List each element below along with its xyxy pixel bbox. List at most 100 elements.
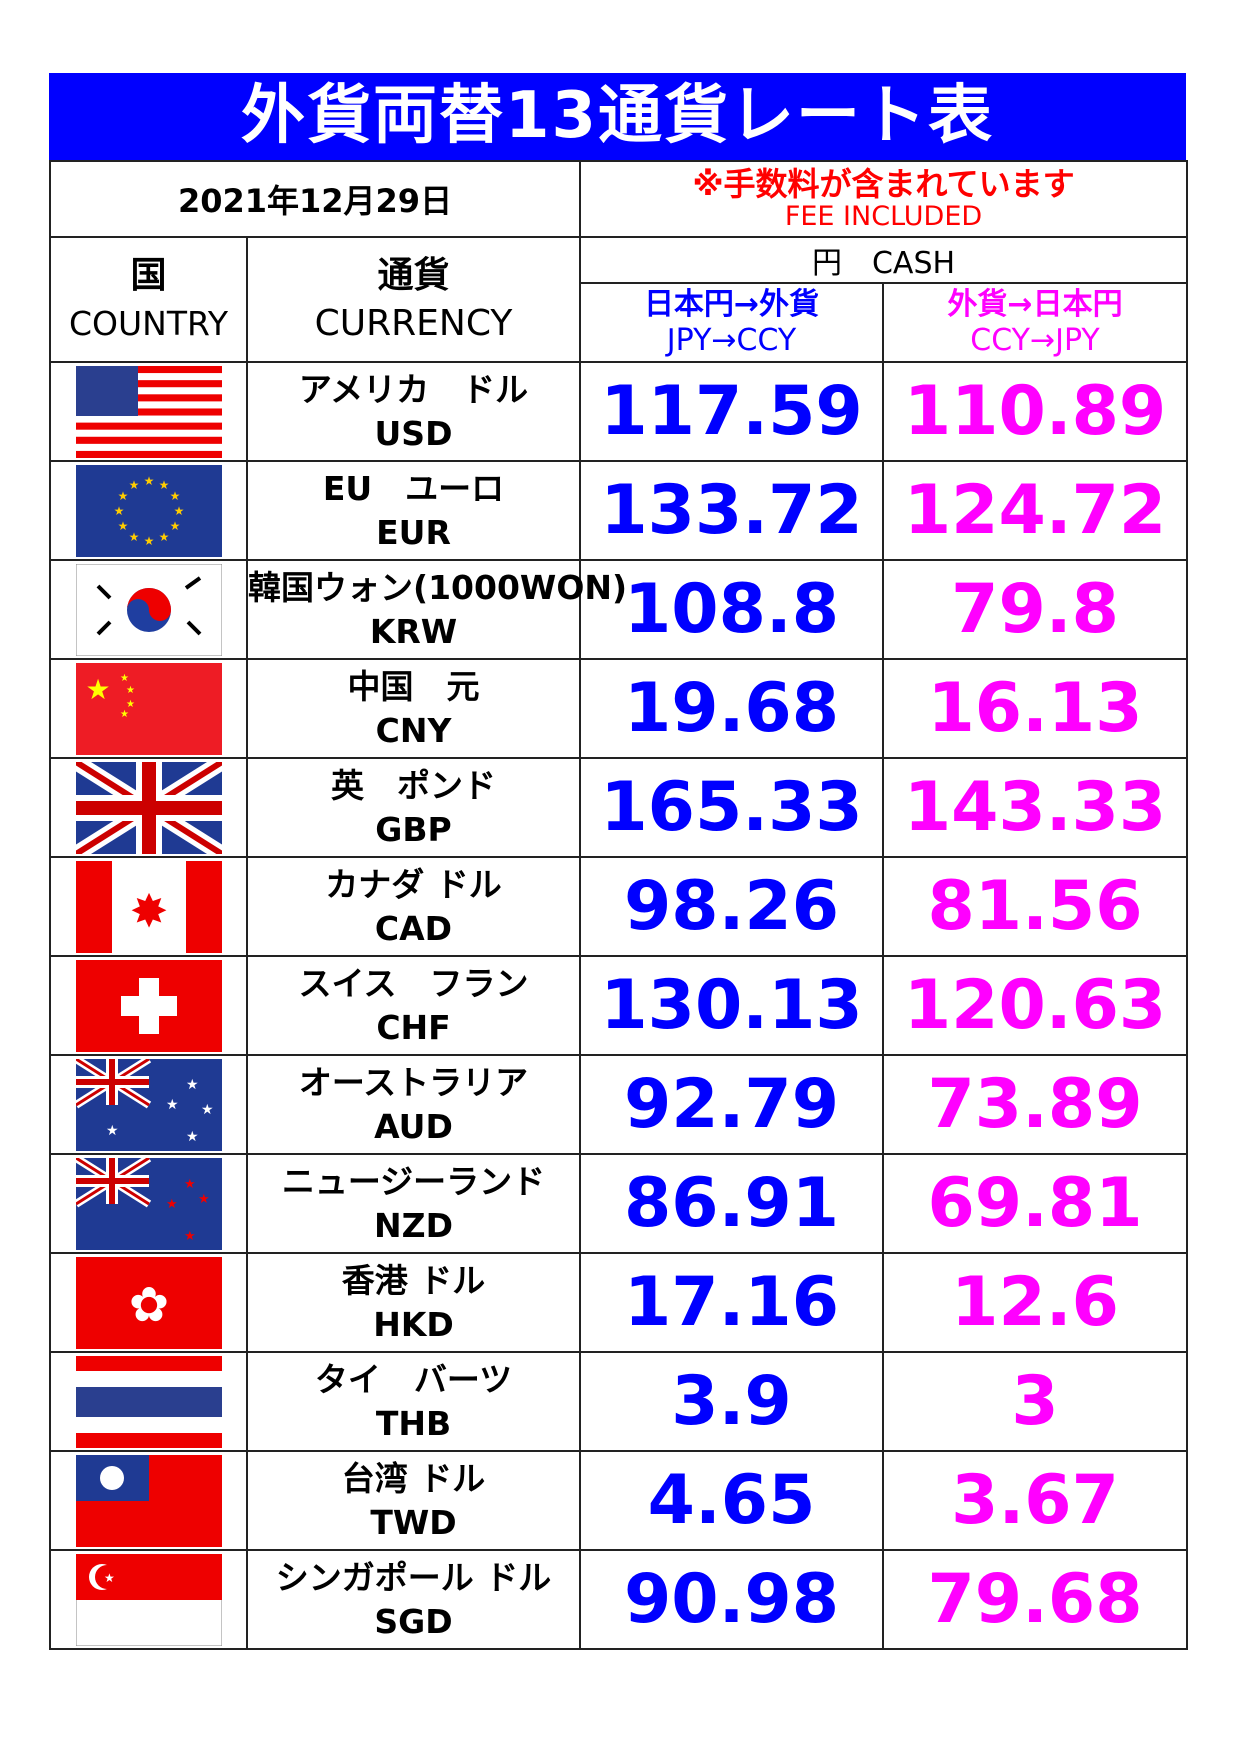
- currency-cell: カナダ ドル CAD: [245, 856, 582, 957]
- flag-cell: [49, 361, 248, 462]
- currency-code: THB: [375, 1403, 452, 1443]
- currency-code: KRW: [369, 611, 458, 651]
- taiwan-flag-icon: [75, 1454, 222, 1547]
- currency-code: HKD: [373, 1304, 454, 1344]
- sell-rate: 12.6: [882, 1252, 1189, 1353]
- country-header-en: COUNTRY: [69, 303, 228, 343]
- currency-name: 台湾 ドル: [341, 1458, 486, 1498]
- currency-code: TWD: [370, 1502, 457, 1542]
- sell-rate: 79.8: [882, 559, 1189, 660]
- svg-text:★: ★: [120, 709, 129, 720]
- buy-header: 日本円→外貨 JPY→CCY: [579, 282, 885, 363]
- svg-text:✸: ✸: [129, 884, 168, 938]
- page-title: 外貨両替13通貨レート表: [49, 73, 1186, 160]
- sell-rate: 3.67: [882, 1450, 1189, 1551]
- eu-flag-icon: ★★★★★★★★★ ★ ★★: [75, 464, 222, 557]
- currency-row: ★ ★ ★ ★ ★ 中国 元 CNY 19.68 16.13: [49, 658, 1189, 759]
- sell-header-jp: 外貨→日本円: [947, 286, 1123, 322]
- currency-row: ★ ★ ★ ★ ニュージーランド NZD 86.91 69.81: [49, 1153, 1189, 1254]
- currency-name: 中国 元: [347, 666, 480, 706]
- svg-text:★: ★: [143, 474, 154, 488]
- svg-text:★: ★: [186, 1129, 199, 1145]
- sell-rate: 79.68: [882, 1549, 1189, 1650]
- fee-note-jp: ※手数料が含まれています: [692, 165, 1075, 203]
- sell-rate: 73.89: [882, 1054, 1189, 1155]
- cash-header: 円 CASH: [579, 236, 1189, 284]
- buy-rate: 90.98: [579, 1549, 885, 1650]
- svg-text:★: ★: [158, 478, 169, 492]
- currency-name: ニュージーランド: [281, 1161, 546, 1201]
- sell-rate: 69.81: [882, 1153, 1189, 1254]
- svg-text:★: ★: [126, 699, 135, 710]
- svg-text:★: ★: [166, 1197, 178, 1212]
- country-header: 国 COUNTRY: [49, 236, 248, 363]
- currency-name: 香港 ドル: [341, 1260, 486, 1300]
- flag-cell: ✿: [49, 1252, 248, 1353]
- currency-header: 通貨 CURRENCY: [245, 236, 582, 363]
- flag-cell: ✸: [49, 856, 248, 957]
- currency-cell: 英 ポンド GBP: [245, 757, 582, 858]
- flag-cell: [49, 559, 248, 660]
- currency-cell: 中国 元 CNY: [245, 658, 582, 759]
- currency-code: AUD: [374, 1106, 453, 1146]
- currency-code: CNY: [375, 710, 452, 750]
- svg-text:★: ★: [104, 1571, 115, 1585]
- fee-note-en: FEE INCLUDED: [784, 201, 983, 232]
- sell-rate: 3: [882, 1351, 1189, 1452]
- currency-cell: アメリカ ドル USD: [245, 361, 582, 462]
- svg-text:★: ★: [201, 1102, 214, 1118]
- buy-rate: 117.59: [579, 361, 885, 462]
- date: 2021年12月29日: [48, 160, 582, 238]
- currency-cell: ニュージーランド NZD: [245, 1153, 582, 1254]
- svg-text:★: ★: [126, 685, 135, 696]
- country-header-jp: 国: [130, 254, 167, 296]
- currency-name: 英 ポンド: [331, 765, 496, 805]
- sell-header: 外貨→日本円 CCY→JPY: [882, 282, 1189, 363]
- currency-code: GBP: [375, 809, 452, 849]
- swiss-flag-icon: [75, 959, 222, 1052]
- svg-text:★: ★: [186, 1077, 199, 1093]
- svg-text:★: ★: [169, 489, 180, 503]
- svg-text:★: ★: [169, 519, 180, 533]
- currency-cell: タイ バーツ THB: [245, 1351, 582, 1452]
- sell-rate: 110.89: [882, 361, 1189, 462]
- svg-text:★: ★: [120, 673, 129, 684]
- currency-row: 台湾 ドル TWD 4.65 3.67: [49, 1450, 1189, 1551]
- flag-cell: [49, 955, 248, 1056]
- thailand-flag-icon: [75, 1355, 222, 1448]
- buy-rate: 17.16: [579, 1252, 885, 1353]
- sell-rate: 124.72: [882, 460, 1189, 561]
- svg-text:✿: ✿: [128, 1277, 168, 1333]
- buy-rate: 3.9: [579, 1351, 885, 1452]
- currency-row: 英 ポンド GBP 165.33 143.33: [49, 757, 1189, 858]
- currency-cell: 香港 ドル HKD: [245, 1252, 582, 1353]
- flag-cell: ★ ★ ★ ★ ★: [49, 658, 248, 759]
- canada-flag-icon: ✸: [75, 860, 222, 953]
- currency-name: アメリカ ドル: [298, 369, 529, 409]
- buy-rate: 86.91: [579, 1153, 885, 1254]
- svg-text:★: ★: [184, 1229, 196, 1244]
- currency-cell: 台湾 ドル TWD: [245, 1450, 582, 1551]
- currency-header-jp: 通貨: [377, 254, 450, 296]
- currency-name: スイス フラン: [298, 963, 529, 1003]
- buy-rate: 4.65: [579, 1450, 885, 1551]
- currency-cell: 韓国ウォン(1000WON) KRW: [245, 559, 627, 660]
- currency-row: 韓国ウォン(1000WON) KRW 108.8 79.8: [49, 559, 1189, 660]
- currency-name: シンガポール ドル: [275, 1557, 552, 1597]
- currency-code: NZD: [374, 1205, 453, 1245]
- flag-cell: [49, 757, 248, 858]
- currency-name: オーストラリア: [298, 1062, 529, 1102]
- currency-name: EU ユーロ: [322, 468, 505, 508]
- uk-flag-icon: [75, 761, 222, 854]
- fee-note: ※手数料が含まれています FEE INCLUDED: [579, 160, 1189, 238]
- sell-rate: 16.13: [882, 658, 1189, 759]
- buy-rate: 108.8: [579, 559, 885, 660]
- sell-rate: 120.63: [882, 955, 1189, 1056]
- flag-cell: [49, 1351, 248, 1452]
- currency-row: タイ バーツ THB 3.9 3: [49, 1351, 1189, 1452]
- currency-row: ★ ★ ★ ★ ★ オーストラリア AUD 92.79 73.89: [49, 1054, 1189, 1155]
- svg-text:★: ★: [173, 504, 184, 518]
- australia-flag-icon: ★★★ ★★: [75, 1058, 222, 1151]
- flag-cell: ★ ★ ★ ★: [49, 1153, 248, 1254]
